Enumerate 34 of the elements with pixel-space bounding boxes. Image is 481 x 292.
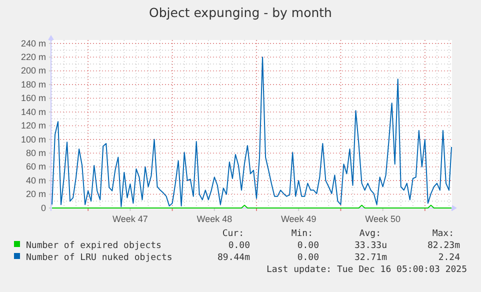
x-tick-label: Week 50 xyxy=(365,214,401,224)
text: Last update: Tue Dec 16 05:00:03 2025 xyxy=(266,265,467,275)
x-tick-label: Week 47 xyxy=(112,214,148,224)
text: 2.24 xyxy=(438,253,460,263)
line-series xyxy=(52,56,452,208)
text: 0.00 xyxy=(228,241,250,251)
y-tick-label: 100 m xyxy=(20,134,46,144)
y-tick-label: 160 m xyxy=(20,93,46,104)
text: 89.44m xyxy=(217,253,250,263)
text: 33.33u xyxy=(354,241,387,251)
text: Max: xyxy=(432,229,454,239)
text: 0.00 xyxy=(297,253,319,263)
text: 0.00 xyxy=(297,241,319,251)
chart-title: Object expunging - by month xyxy=(149,5,332,20)
text: Cur: xyxy=(222,229,244,239)
y-tick-label: 220 m xyxy=(20,52,46,62)
x-tick-label: Week 48 xyxy=(196,214,232,224)
legend-label: Number of expired objects xyxy=(26,241,162,251)
text: Avg: xyxy=(359,229,381,239)
y-tick-label: 180 m xyxy=(20,79,46,90)
y-tick-label: 200 m xyxy=(20,66,46,76)
y-tick-label: 140 m xyxy=(20,106,46,117)
y-tick-label: 240 m xyxy=(20,38,46,48)
text: Min: xyxy=(291,229,313,239)
y-tick-label: 0 xyxy=(40,202,46,213)
y-tick-label: 120 m xyxy=(20,120,46,131)
legend-label: Number of LRU nuked objects xyxy=(26,253,172,263)
x-tick-label: Week 49 xyxy=(280,214,316,224)
y-tick-label: 20 m xyxy=(26,189,46,200)
text: 32.71m xyxy=(354,253,387,263)
y-tick-label: 60 m xyxy=(26,162,46,172)
text: 82.23m xyxy=(427,241,460,251)
y-tick-label: 80 m xyxy=(26,148,46,158)
y-tick-label: 40 m xyxy=(26,175,46,186)
